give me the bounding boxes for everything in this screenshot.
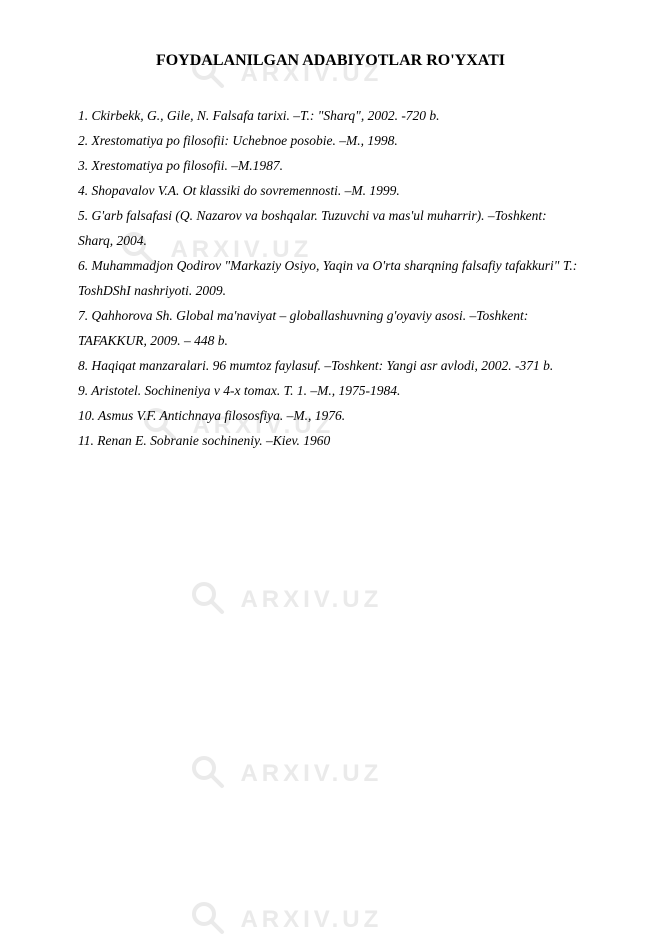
document-page: FOYDALANILGAN ADABIYOTLAR RO'YXATI 1. Ck… [0,0,661,494]
magnifier-icon [188,578,226,621]
watermark: ARXIV.UZ [188,578,382,621]
page-title: FOYDALANILGAN ADABIYOTLAR RO'YXATI [78,52,583,70]
watermark: ARXIV.UZ [188,752,382,795]
reference-item: 8. Haqiqat manzaralari. 96 mumtoz faylas… [78,354,583,379]
watermark-text: ARXIV.UZ [240,760,382,788]
reference-item: 11. Renan E. Sobranie sochineniy. –Kiev.… [78,429,583,454]
reference-item: 1. Ckirbekk, G., Gile, N. Falsafa tarixi… [78,104,583,129]
reference-item: 5. G'arb falsafasi (Q. Nazarov va boshqa… [78,204,583,254]
references-list: 1. Ckirbekk, G., Gile, N. Falsafa tarixi… [78,104,583,454]
reference-item: 3. Xrestomatiya po filosofii. –M.1987. [78,154,583,179]
reference-item: 10. Asmus V.F. Antichnaya filososfiya. –… [78,404,583,429]
reference-item: 7. Qahhorova Sh. Global ma'naviyat – glo… [78,304,583,354]
reference-item: 2. Xrestomatiya po filosofii: Uchebnoe p… [78,129,583,154]
reference-item: 9. Aristotel. Sochineniya v 4-x tomax. T… [78,379,583,404]
reference-item: 6. Muhammadjon Qodirov "Markaziy Osiyo, … [78,254,583,304]
watermark-text: ARXIV.UZ [240,586,382,614]
watermark-text: ARXIV.UZ [240,906,382,934]
reference-item: 4. Shopavalov V.A. Ot klassiki do sovrem… [78,179,583,204]
magnifier-icon [188,752,226,795]
